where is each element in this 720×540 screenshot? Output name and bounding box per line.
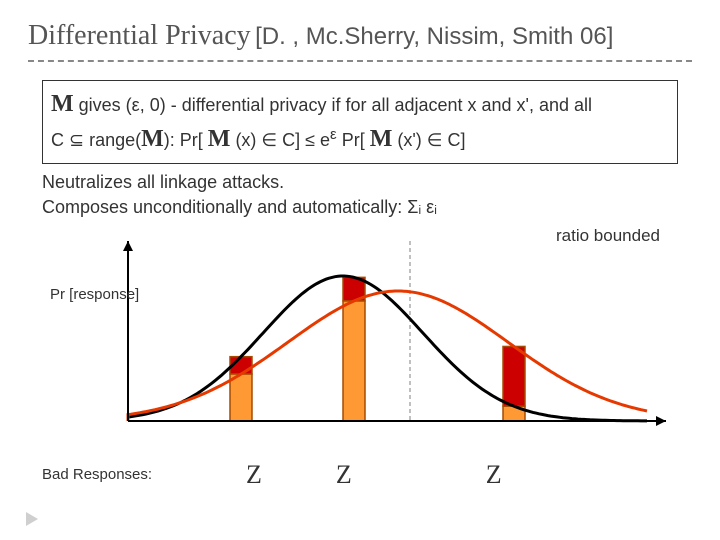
page-title: Differential Privacy xyxy=(28,20,251,51)
title-row: Differential Privacy [D. , Mc.Sherry, Ni… xyxy=(28,20,692,62)
dp-chart: ratio bounded Pr [response] xyxy=(38,226,698,456)
chart-svg xyxy=(38,226,698,456)
z-1: Z xyxy=(246,460,262,490)
nav-arrow-icon xyxy=(26,512,38,526)
def-line1: M gives (ε, 0) - differential privacy if… xyxy=(51,87,669,122)
citation: [D. , Mc.Sherry, Nissim, Smith 06] xyxy=(255,23,613,50)
def-line2: C ⊆ range(M): Pr[ M (x) ∈ C] ≤ eε Pr[ M … xyxy=(51,122,669,157)
notes: Neutralizes all linkage attacks. Compose… xyxy=(42,170,678,220)
z-3: Z xyxy=(486,460,502,490)
note-line1: Neutralizes all linkage attacks. xyxy=(42,170,678,195)
note-line2: Composes unconditionally and automatical… xyxy=(42,195,678,220)
y-axis-label: Pr [response] xyxy=(50,286,139,303)
bad-responses-label: Bad Responses: xyxy=(42,466,172,483)
m-symbol: M xyxy=(51,91,74,117)
definition-box: M gives (ε, 0) - differential privacy if… xyxy=(42,80,678,164)
z-2: Z xyxy=(336,460,352,490)
footer-row: Bad Responses: Z Z Z xyxy=(42,460,692,490)
ratio-bounded-label: ratio bounded xyxy=(556,226,660,246)
